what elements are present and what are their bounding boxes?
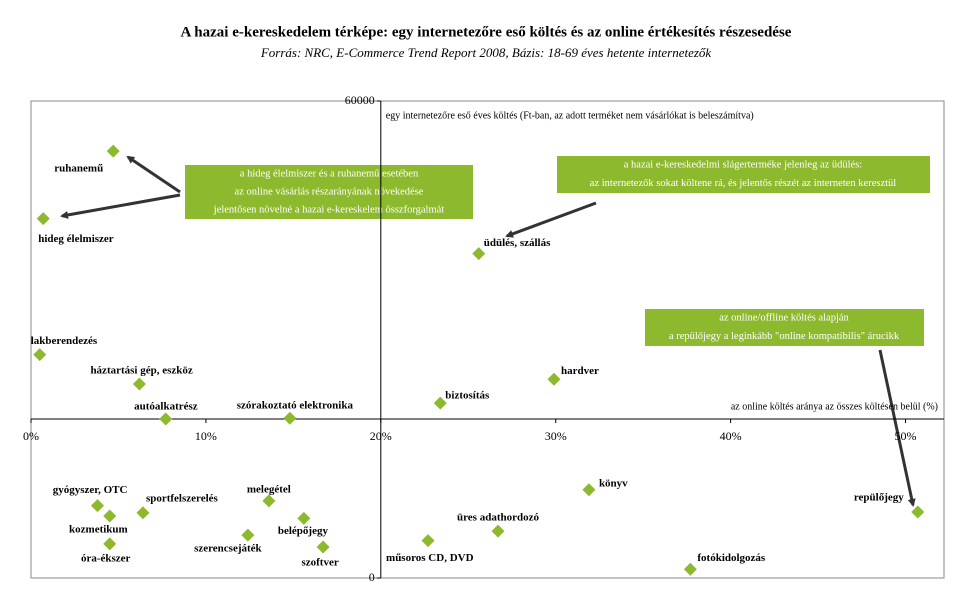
annotation-text: az internetezők sokat költene rá, és jel… [590, 178, 896, 189]
annotation-text: a hazai e-kereskedelmi slágerterméke jel… [624, 160, 863, 171]
annotation-text: jelentősen növelné a hazai e-kereskelem … [213, 204, 444, 215]
point-label: autóalkatrész [134, 401, 198, 413]
point [33, 348, 47, 362]
point-label: belépőjegy [278, 525, 329, 537]
x-tick-label: 30% [545, 429, 567, 443]
point-label: fotókidolgozás [697, 552, 766, 564]
point-label: háztartási gép, eszköz [90, 365, 192, 377]
point-label: biztosítás [445, 390, 490, 402]
point [472, 247, 486, 261]
point-label: hardver [561, 365, 599, 377]
x-tick-label: 20% [370, 429, 392, 443]
point-label: könyv [599, 477, 628, 489]
point-label: hideg élelmiszer [38, 233, 114, 245]
point-label: üdülés, szállás [484, 237, 551, 249]
point-label: kozmetikum [69, 524, 128, 536]
y-tick-label: 60000 [345, 93, 375, 107]
annotations: a hideg élelmiszer és a ruhanemű esetébe… [60, 155, 930, 507]
point-label: repülőjegy [854, 492, 904, 504]
arrow [878, 349, 916, 507]
point [421, 534, 435, 548]
point [297, 511, 311, 525]
annotation-text: az online/offline költés alapján [719, 313, 849, 324]
point [547, 372, 561, 386]
arrow [126, 155, 181, 194]
point [911, 505, 925, 519]
point-label: műsoros CD, DVD [386, 552, 474, 564]
point [262, 494, 276, 508]
point [683, 562, 697, 576]
point-label: melegétel [247, 483, 291, 495]
point-label: szórakoztató elektronika [237, 400, 354, 412]
point-label: óra-ékszer [81, 552, 131, 564]
point [36, 212, 50, 226]
point [491, 524, 505, 538]
annotation-box [645, 309, 924, 346]
x-axis-title: az online költés aránya az összes költés… [731, 401, 938, 412]
arrow [60, 193, 181, 219]
point [316, 540, 330, 554]
point [103, 509, 117, 523]
x-tick-label: 10% [195, 429, 217, 443]
annotation-box [185, 165, 473, 219]
point-label: lakberendezés [31, 335, 98, 347]
point [103, 537, 117, 551]
annotation-text: a hideg élelmiszer és a ruhanemű esetébe… [240, 168, 419, 179]
point-label: üres adathordozó [457, 512, 539, 524]
point-label: gyógyszer, OTC [53, 484, 128, 496]
point-label: sportfelszerelés [146, 492, 219, 504]
point-label: ruhanemű [54, 163, 103, 175]
point-label: szerencsejáték [194, 543, 262, 555]
arrow [505, 201, 597, 238]
chart-title: A hazai e-kereskedelem térképe: egy inte… [181, 24, 792, 40]
annotation-text: az online vásárlás részarányának növeked… [235, 186, 424, 197]
x-tick-label: 50% [895, 429, 917, 443]
point [582, 483, 596, 497]
annotation-text: a repülőjegy a leginkább "online kompati… [669, 331, 900, 342]
point [106, 144, 120, 158]
point [159, 412, 173, 426]
y-axis-title: egy internetezőre eső éves költés (Ft-ba… [386, 110, 754, 121]
point [136, 506, 150, 520]
point [90, 499, 104, 513]
x-tick-label: 40% [720, 429, 742, 443]
point [241, 528, 255, 542]
x-tick-label: 0% [23, 429, 39, 443]
plot-frame [30, 100, 945, 579]
point [433, 396, 447, 410]
point-label: szoftver [301, 557, 338, 569]
annotation-box [557, 156, 930, 193]
point [132, 377, 146, 391]
chart-subtitle: Forrás: NRC, E-Commerce Trend Report 200… [260, 45, 712, 60]
y-tick-label: 0 [369, 570, 375, 584]
point [283, 411, 297, 425]
